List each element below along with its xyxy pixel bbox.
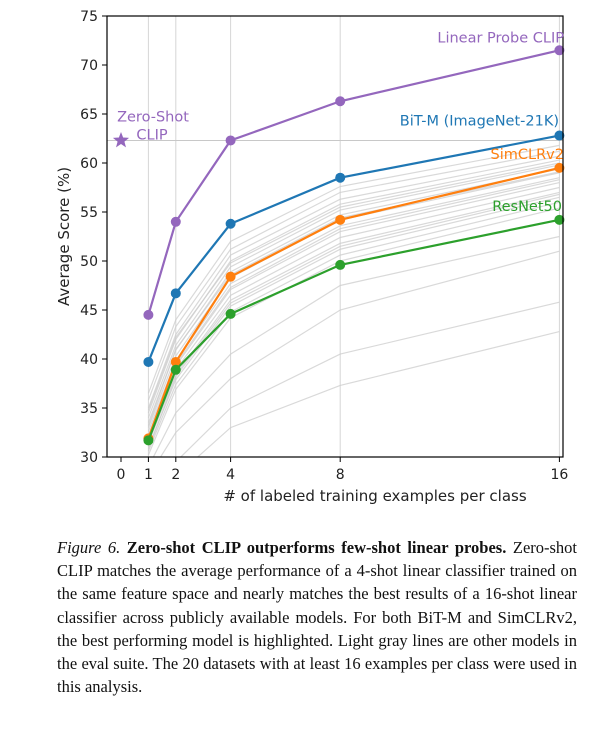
x-tick-label-1: 1	[144, 467, 153, 483]
caption-title: Zero-shot CLIP outperforms few-shot line…	[126, 538, 507, 557]
zero-shot-label-line-1: Zero-Shot	[117, 109, 189, 125]
point-resnet50-2	[170, 364, 181, 375]
x-tick-label-0: 0	[117, 467, 126, 483]
y-tick-label-45: 45	[80, 303, 98, 319]
x-axis-label: # of labeled training examples per class	[223, 487, 526, 505]
other-model-line-11	[147, 191, 560, 444]
plot-frame	[106, 15, 564, 458]
other-model-line-21	[179, 301, 560, 457]
y-tick-label-40: 40	[80, 352, 98, 368]
other-model-line-15	[147, 162, 560, 411]
y-tick-label-70: 70	[80, 58, 98, 74]
series-label-bit-m-imagenet-21k: BiT-M (ImageNet-21K)	[400, 114, 559, 130]
other-model-line-20	[159, 250, 560, 457]
figure-caption: Figure 6. Zero-shot CLIP outperforms few…	[57, 536, 577, 698]
point-linear-probe-clip-4	[225, 135, 236, 146]
y-tick-label-60: 60	[80, 156, 98, 172]
point-simclrv2-4	[225, 271, 236, 282]
point-linear-probe-clip-2	[170, 216, 181, 227]
grid-lines	[147, 16, 560, 457]
point-bit-m-imagenet-21k-2	[170, 288, 181, 299]
point-resnet50-1	[143, 435, 154, 446]
point-simclrv2-2	[170, 356, 181, 367]
y-tick-label-30: 30	[80, 450, 98, 466]
x-tick-label-8: 8	[336, 467, 345, 483]
point-resnet50-4	[225, 308, 236, 319]
point-linear-probe-clip-8	[335, 96, 346, 107]
point-bit-m-imagenet-21k-8	[335, 172, 346, 183]
x-tick-label-4: 4	[226, 467, 235, 483]
series-label-linear-probe-clip: Linear Probe CLIP	[437, 30, 564, 46]
other-model-line-3	[147, 155, 560, 409]
other-model-line-19	[152, 235, 560, 457]
series-label-simclrv2: SimCLRv2	[491, 147, 564, 163]
point-bit-m-imagenet-21k-4	[225, 218, 236, 229]
point-bit-m-imagenet-21k-16	[554, 130, 565, 141]
y-tick-label-35: 35	[80, 401, 98, 417]
other-model-line-22	[196, 330, 560, 457]
other-model-line-18	[147, 193, 560, 450]
other-model-line-1	[147, 144, 560, 394]
y-axis-label: Average Score (%)	[55, 167, 73, 306]
y-tick-label-65: 65	[80, 107, 98, 123]
line-chart-figure: 30 35 40 45 50 55 60 65 70 75 0 1 2 4 8 16 # of labeled …	[55, 9, 568, 505]
x-tick-label-2: 2	[171, 467, 180, 483]
series-lines	[112, 45, 565, 446]
point-bit-m-imagenet-21k-1	[143, 356, 154, 367]
caption-body: Zero-shot CLIP matches the average perfo…	[57, 538, 578, 697]
series-labels: Linear Probe CLIP BiT-M (ImageNet-21K) Sim…	[117, 30, 564, 215]
y-tick-label-75: 75	[80, 9, 98, 25]
point-resnet50-16	[554, 214, 565, 225]
other-model-line-2	[147, 150, 560, 401]
zero-shot-clip-star	[112, 131, 130, 148]
zero-shot-label-line-2: CLIP	[136, 127, 167, 143]
other-model-line-13	[147, 201, 560, 452]
other-model-line-4	[147, 159, 560, 414]
caption-lead: Figure 6.	[57, 538, 121, 557]
y-tick-label-50: 50	[80, 254, 98, 270]
other-model-line-5	[147, 164, 560, 419]
point-linear-probe-clip-1	[143, 309, 154, 320]
series-label-resnet50: ResNet50	[492, 199, 562, 215]
point-resnet50-8	[335, 259, 346, 270]
y-tick-label-55: 55	[80, 205, 98, 221]
point-linear-probe-clip-16	[554, 45, 565, 56]
point-simclrv2-8	[335, 214, 346, 225]
x-tick-label-16: 16	[550, 467, 568, 483]
point-simclrv2-16	[554, 162, 565, 173]
axes: 30 35 40 45 50 55 60 65 70 75 0 1 2 4 8 16 # of labeled …	[55, 9, 568, 505]
chart-svg: 30 35 40 45 50 55 60 65 70 75 0 1 2 4 8 16 # of labeled …	[55, 9, 568, 505]
